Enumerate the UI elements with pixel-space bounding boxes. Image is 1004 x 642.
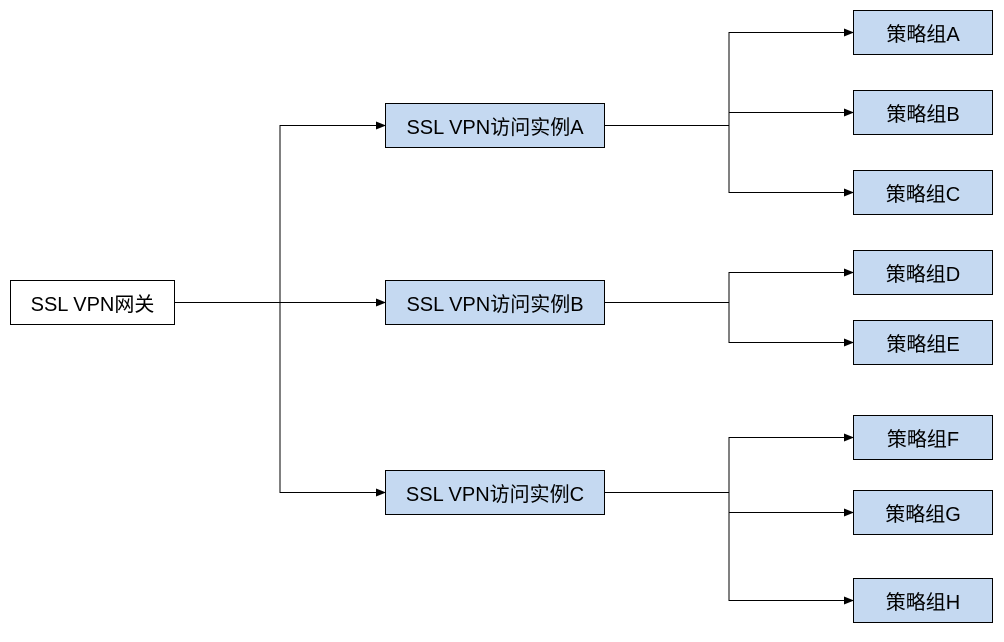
node-label: 策略组A bbox=[886, 18, 959, 47]
node-policyE: 策略组E bbox=[853, 320, 993, 365]
node-label: SSL VPN访问实例B bbox=[406, 288, 583, 317]
node-policyF: 策略组F bbox=[853, 415, 993, 460]
edge-instanceB-policyE bbox=[605, 303, 853, 343]
node-policyA: 策略组A bbox=[853, 10, 993, 55]
edge-instanceC-policyG bbox=[605, 493, 853, 513]
node-policyB: 策略组B bbox=[853, 90, 993, 135]
edge-instanceC-policyH bbox=[605, 493, 853, 601]
node-instanceC: SSL VPN访问实例C bbox=[385, 470, 605, 515]
edge-instanceB-policyD bbox=[605, 273, 853, 303]
node-policyD: 策略组D bbox=[853, 250, 993, 295]
diagram-container: SSL VPN网关 SSL VPN访问实例A SSL VPN访问实例B SSL VPN… bbox=[0, 0, 1004, 642]
node-instanceA: SSL VPN访问实例A bbox=[385, 103, 605, 148]
node-label: 策略组B bbox=[886, 98, 959, 127]
node-label: 策略组F bbox=[887, 423, 959, 452]
node-label: 策略组C bbox=[886, 178, 960, 207]
edge-instanceC-policyF bbox=[605, 438, 853, 493]
node-label: SSL VPN访问实例C bbox=[406, 478, 584, 507]
node-instanceB: SSL VPN访问实例B bbox=[385, 280, 605, 325]
edge-instanceA-policyC bbox=[605, 126, 853, 193]
node-policyC: 策略组C bbox=[853, 170, 993, 215]
node-gateway: SSL VPN网关 bbox=[10, 280, 175, 325]
node-policyH: 策略组H bbox=[853, 578, 993, 623]
edge-instanceA-policyB bbox=[605, 113, 853, 126]
node-label: 策略组G bbox=[885, 498, 961, 527]
edge-gateway-instanceC bbox=[175, 303, 385, 493]
edge-instanceA-policyA bbox=[605, 33, 853, 126]
node-label: SSL VPN访问实例A bbox=[406, 111, 583, 140]
node-label: SSL VPN网关 bbox=[31, 288, 155, 317]
node-label: 策略组H bbox=[886, 586, 960, 615]
node-label: 策略组D bbox=[886, 258, 960, 287]
edge-gateway-instanceA bbox=[175, 126, 385, 303]
node-policyG: 策略组G bbox=[853, 490, 993, 535]
node-label: 策略组E bbox=[886, 328, 959, 357]
